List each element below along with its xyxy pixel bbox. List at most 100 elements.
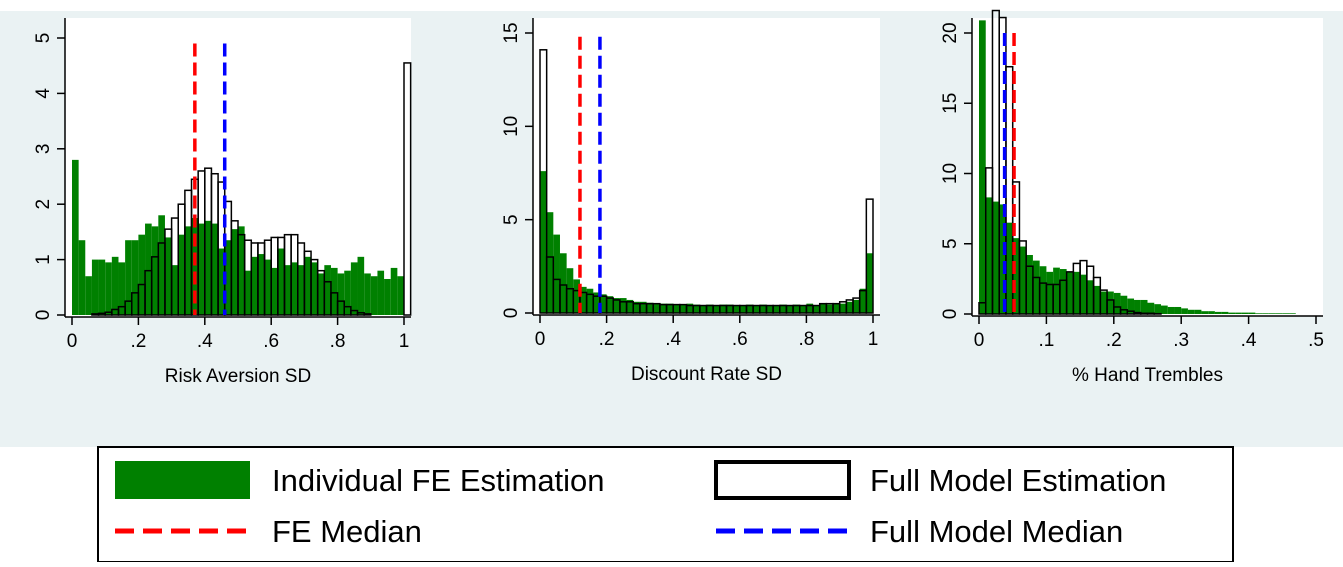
- x-tick-label: .8: [798, 329, 814, 350]
- fe-bar: [553, 235, 560, 313]
- fe-bar: [92, 260, 99, 315]
- fe-bar: [840, 304, 847, 313]
- x-tick-label: .6: [263, 331, 279, 352]
- fe-bar: [1073, 272, 1080, 314]
- fe-bar: [1222, 312, 1229, 314]
- fe-bar: [567, 268, 574, 313]
- fe-bar: [700, 306, 707, 313]
- fe-bar: [265, 260, 272, 315]
- fe-bar: [1148, 303, 1155, 314]
- fe-bar: [1141, 300, 1148, 314]
- y-tick-label: 5: [501, 214, 522, 225]
- fe-bar: [1033, 261, 1040, 314]
- fe-bar: [733, 306, 740, 313]
- x-axis-title: Risk Aversion SD: [165, 366, 311, 387]
- legend-label-full: Full Model Estimation: [870, 463, 1166, 498]
- fe-bar: [324, 265, 331, 315]
- fe-bar: [1289, 313, 1296, 314]
- fe-bar: [231, 229, 238, 315]
- fe-bar: [1161, 306, 1168, 314]
- y-tick-label: 20: [940, 22, 961, 43]
- fe-bar: [860, 289, 867, 313]
- fe-bar: [145, 224, 152, 315]
- legend-label-full-median: Full Model Median: [870, 514, 1123, 549]
- fe-bar: [1080, 275, 1087, 314]
- fe-bar: [753, 306, 760, 313]
- fe-bar: [1181, 308, 1188, 314]
- fe-bar: [358, 257, 365, 315]
- fe-bar: [377, 271, 384, 315]
- x-tick-label: .2: [599, 329, 615, 350]
- x-tick-label: .1: [1038, 330, 1054, 351]
- full-model-bar: [92, 314, 99, 315]
- fe-bar: [1235, 313, 1242, 314]
- fe-bar: [205, 221, 212, 315]
- fe-bar: [673, 305, 680, 313]
- fe-bar: [1174, 307, 1181, 314]
- x-tick-label: 1: [399, 331, 410, 352]
- y-tick-label: 15: [501, 22, 522, 43]
- fe-bar: [178, 235, 185, 315]
- fe-bar: [298, 265, 305, 315]
- fe-bar: [79, 240, 86, 315]
- x-tick-label: .4: [665, 329, 681, 350]
- fe-bar: [999, 204, 1006, 314]
- legend-swatch-full: [716, 462, 849, 498]
- full-model-bar: [1141, 313, 1148, 314]
- fe-bar: [1121, 296, 1128, 314]
- fe-bar: [813, 306, 820, 313]
- fe-bar: [152, 226, 159, 315]
- fe-bar: [1154, 304, 1161, 314]
- fe-bar: [1262, 313, 1269, 314]
- y-tick-label: 5: [940, 238, 961, 249]
- fe-bar: [620, 298, 627, 313]
- fe-bar: [1100, 292, 1107, 314]
- legend: Individual FE Estimation Full Model Esti…: [98, 447, 1233, 562]
- fe-bar: [560, 253, 567, 313]
- y-tick-label: 0: [940, 309, 961, 320]
- fe-bar: [278, 249, 285, 315]
- fe-bar: [344, 271, 351, 315]
- fe-bar: [866, 253, 873, 313]
- fe-bar: [1269, 313, 1276, 314]
- fe-bar: [826, 305, 833, 313]
- fe-bar: [258, 254, 265, 315]
- y-tick-label: 5: [33, 33, 54, 44]
- fe-bar: [318, 273, 325, 315]
- fe-bar: [1094, 286, 1101, 314]
- fe-bar: [1026, 255, 1033, 314]
- x-tick-label: 0: [67, 331, 78, 352]
- x-tick-label: .4: [197, 331, 213, 352]
- plot-area: [533, 18, 880, 315]
- fe-bar: [547, 212, 554, 313]
- fe-bar: [833, 304, 840, 313]
- fe-bar: [1188, 310, 1195, 314]
- legend-swatch-fe: [115, 461, 250, 499]
- fe-bar: [85, 276, 92, 315]
- fe-bar: [132, 240, 139, 315]
- fe-bar: [1067, 272, 1074, 314]
- fe-bar: [1040, 266, 1047, 314]
- y-tick-label: 1: [33, 254, 54, 265]
- fe-bar: [251, 257, 258, 315]
- fe-bar: [72, 160, 79, 315]
- fe-bar: [105, 262, 112, 315]
- fe-bar: [800, 306, 807, 313]
- fe-bar: [1228, 313, 1235, 314]
- fe-bar: [172, 265, 179, 315]
- x-tick-label: .2: [1106, 330, 1122, 351]
- fe-bar: [740, 306, 747, 313]
- x-tick-label: .8: [330, 331, 346, 352]
- fe-bar: [99, 260, 106, 315]
- fe-bar: [331, 268, 338, 315]
- fe-bar: [125, 240, 132, 315]
- y-tick-label: 10: [940, 163, 961, 184]
- full-model-bar: [1148, 313, 1155, 314]
- x-tick-label: 0: [974, 330, 985, 351]
- x-axis-title: % Hand Trembles: [1072, 365, 1223, 386]
- fe-bar: [311, 262, 318, 315]
- x-tick-label: 0: [535, 329, 546, 350]
- fe-bar: [138, 235, 145, 315]
- fe-bar: [1255, 313, 1262, 314]
